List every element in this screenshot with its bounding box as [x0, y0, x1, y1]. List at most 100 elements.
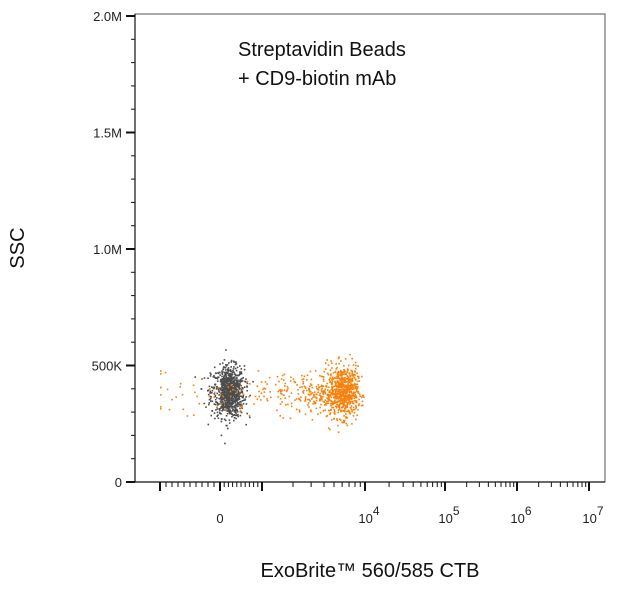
data-point — [242, 393, 245, 396]
data-point — [308, 398, 311, 401]
data-point — [216, 380, 219, 382]
data-point — [335, 363, 337, 365]
data-point — [235, 361, 237, 363]
data-point — [226, 406, 229, 409]
data-point — [229, 370, 232, 372]
data-point — [213, 396, 215, 399]
data-point — [333, 377, 335, 380]
data-point — [347, 395, 349, 397]
data-point — [353, 373, 355, 376]
data-point — [260, 399, 262, 401]
data-point — [331, 382, 333, 384]
data-point — [227, 410, 230, 413]
data-point — [225, 404, 228, 407]
data-point — [351, 377, 354, 380]
data-point — [355, 386, 357, 389]
data-point — [232, 402, 235, 404]
data-point — [336, 380, 338, 382]
data-point — [350, 391, 353, 394]
data-point — [352, 406, 355, 409]
data-point — [231, 413, 234, 415]
data-point — [280, 390, 283, 393]
data-point — [361, 396, 363, 399]
data-point — [246, 382, 249, 385]
data-point — [342, 398, 345, 400]
data-point — [357, 392, 360, 394]
data-point — [350, 395, 353, 397]
data-point — [340, 388, 342, 391]
data-point — [217, 417, 220, 419]
data-point — [314, 402, 317, 405]
data-point — [352, 394, 354, 396]
data-point — [232, 369, 234, 372]
data-point — [238, 393, 240, 396]
data-point — [227, 371, 229, 374]
data-point — [325, 386, 328, 388]
data-point — [297, 389, 299, 391]
data-point — [226, 390, 229, 392]
data-point — [240, 380, 243, 382]
data-point — [319, 398, 322, 400]
data-point — [316, 387, 318, 390]
data-point — [348, 411, 351, 414]
data-point — [343, 394, 345, 397]
data-point — [231, 382, 234, 384]
data-point — [352, 386, 355, 389]
data-point — [213, 412, 216, 414]
data-point — [212, 387, 214, 389]
data-point — [322, 380, 325, 382]
data-point — [340, 377, 342, 380]
data-point — [334, 370, 337, 373]
data-point — [232, 393, 234, 395]
data-point — [203, 402, 205, 405]
data-point — [220, 382, 223, 385]
data-point — [335, 368, 338, 370]
data-point — [207, 377, 209, 379]
data-point — [341, 421, 343, 424]
data-point — [220, 387, 222, 390]
data-point — [358, 404, 360, 407]
data-point — [298, 409, 301, 411]
data-point — [282, 379, 285, 381]
data-point — [208, 395, 211, 398]
data-point — [313, 394, 315, 397]
data-point — [233, 389, 235, 392]
data-point — [223, 379, 226, 382]
data-point — [214, 372, 217, 375]
data-point — [223, 394, 226, 397]
data-point — [228, 400, 231, 403]
data-point — [336, 403, 338, 406]
data-point — [344, 400, 347, 402]
data-point — [289, 380, 292, 382]
data-point — [360, 404, 363, 407]
data-point — [333, 396, 335, 398]
data-point — [339, 383, 342, 385]
data-point — [221, 403, 224, 405]
data-point — [348, 401, 350, 403]
data-point — [338, 389, 341, 392]
y-tick-label: 1.0M — [93, 242, 122, 257]
data-point — [290, 405, 293, 408]
y-tick-label: 0 — [115, 475, 122, 490]
data-point — [347, 368, 349, 370]
data-point — [348, 410, 350, 412]
data-point — [356, 380, 359, 383]
data-point — [343, 369, 345, 371]
data-point — [353, 376, 356, 379]
data-point — [232, 388, 234, 391]
data-point — [252, 380, 254, 383]
data-point — [227, 380, 229, 383]
data-point — [239, 407, 241, 410]
data-point — [342, 393, 344, 395]
data-point — [229, 403, 232, 405]
data-point — [322, 410, 325, 412]
data-point — [355, 395, 358, 397]
data-point — [323, 370, 325, 373]
data-point — [338, 406, 341, 408]
data-point — [229, 374, 231, 376]
data-point — [221, 385, 224, 387]
data-point — [340, 360, 342, 362]
data-point — [295, 398, 298, 400]
data-point — [327, 364, 330, 366]
data-point — [226, 382, 228, 384]
